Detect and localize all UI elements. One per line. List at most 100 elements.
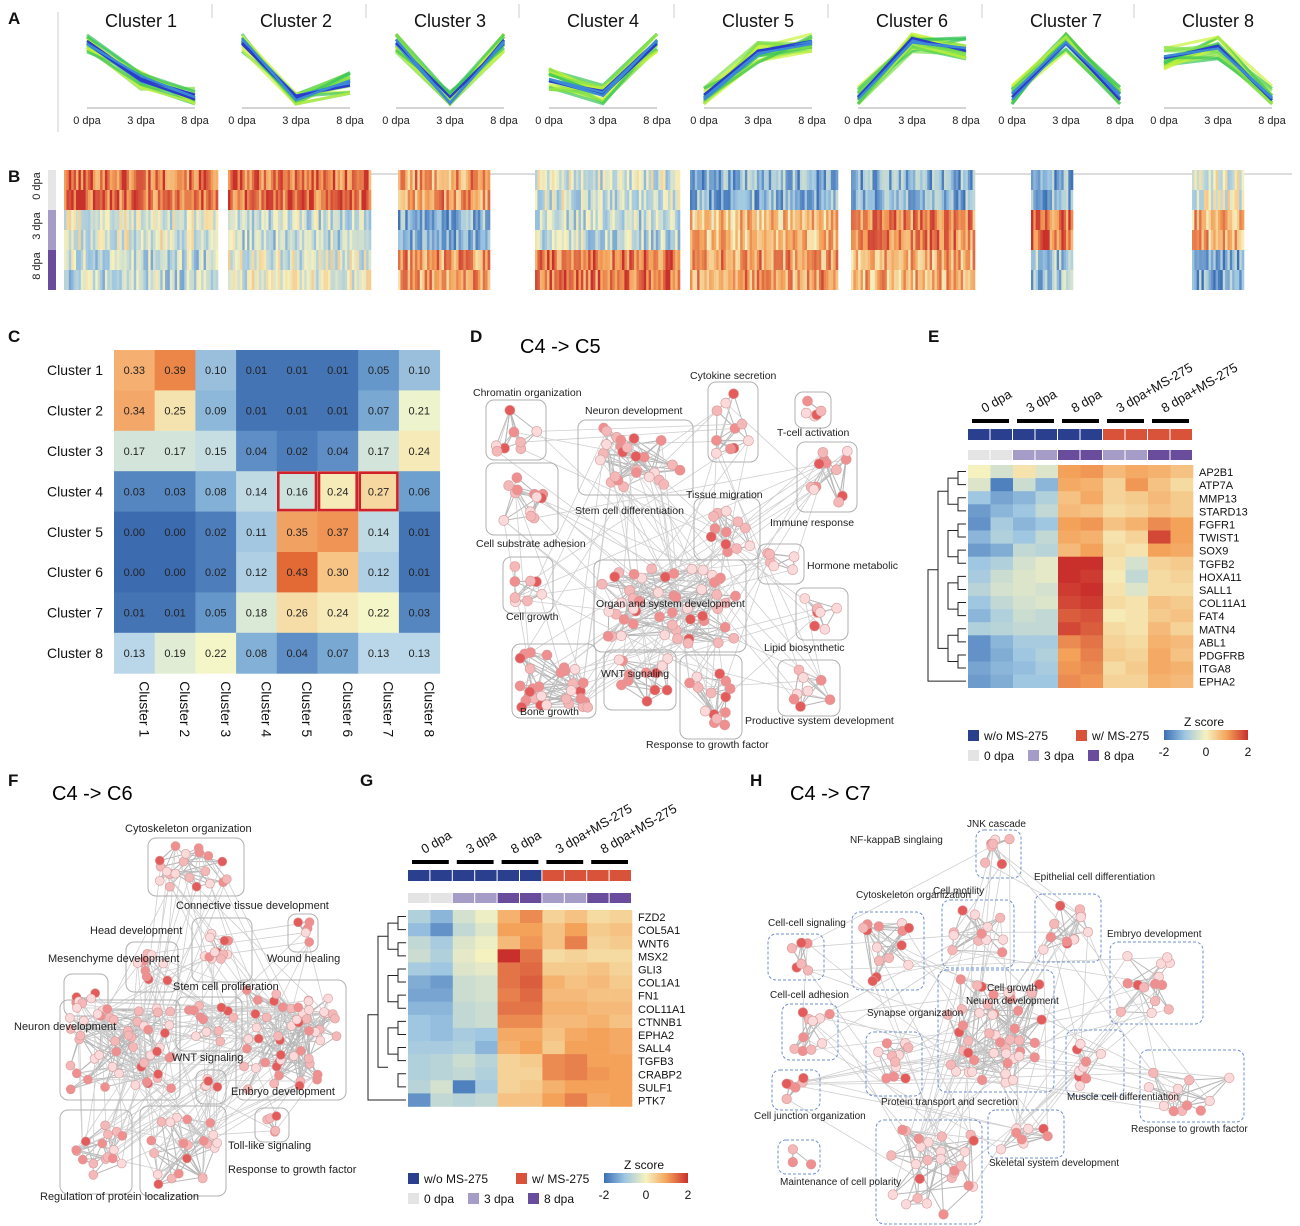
heatmap-cell (85, 170, 89, 190)
heatmap-cell (740, 230, 743, 250)
network-node (621, 442, 633, 453)
matrix-cell (317, 511, 359, 553)
heatmap-cell (482, 170, 486, 190)
heatmap-cell (244, 270, 248, 290)
heatmap-cell (602, 230, 606, 250)
heatmap-cell (609, 1080, 633, 1094)
network-node (239, 1061, 249, 1072)
heatmap-cell (430, 1080, 454, 1094)
heatmap-cell (186, 190, 190, 210)
heatmap-cell (349, 270, 353, 290)
gene-label: MMP13 (1199, 493, 1237, 505)
heatmap-cell (823, 270, 827, 290)
heatmap-cell (870, 250, 873, 270)
heatmap-cell (306, 230, 310, 250)
network-edge (169, 1121, 204, 1179)
heatmap-cell (697, 170, 700, 190)
heatmap-cell (946, 190, 950, 210)
heatmap-cell (587, 1054, 610, 1068)
heatmap-cell (783, 270, 786, 290)
heatmap-cell (709, 210, 712, 230)
heatmap-cell (160, 210, 163, 230)
heatmap-cell (968, 556, 991, 571)
heatmap-cell (344, 210, 348, 230)
heatmap-cell (335, 190, 338, 210)
legend-swatch-with (516, 1173, 527, 1184)
heatmap-cell (877, 210, 880, 230)
heatmap-cell (400, 230, 404, 250)
gene-label: COL5A1 (638, 925, 680, 937)
heatmap-cell (967, 210, 971, 230)
heatmap-cell (694, 190, 698, 210)
heatmap-cell (335, 270, 338, 290)
heatmap-cell (1148, 556, 1171, 571)
heatmap-cell (313, 250, 317, 270)
heatmap-cell (670, 190, 674, 210)
heatmap-cell (970, 230, 973, 250)
network-edge (584, 620, 705, 703)
network-node (601, 439, 612, 450)
network-node (615, 434, 627, 446)
heatmap-cell (412, 250, 416, 270)
heatmap-cell (735, 250, 739, 270)
heatmap-cell (816, 210, 820, 230)
heatmap-cell (1042, 270, 1046, 290)
heatmap-cell (754, 270, 758, 290)
heatmap-cell (697, 210, 700, 230)
heatmap-cell (323, 210, 327, 230)
matrix-cell (276, 471, 318, 513)
heatmap-cell (1038, 250, 1041, 270)
heatmap-cell (595, 250, 599, 270)
heatmap-cell (85, 270, 89, 290)
heatmap-cell (497, 923, 521, 937)
matrix-cell (154, 552, 196, 593)
treatment-cell (968, 429, 990, 440)
heatmap-cell (398, 270, 401, 290)
heatmap-cell (1035, 478, 1059, 492)
heatmap-cell (213, 170, 216, 190)
heatmap-cell (571, 190, 574, 210)
heatmap-cell (285, 270, 288, 290)
heatmap-cell (858, 250, 861, 270)
heatmap-cell (408, 1080, 431, 1094)
heatmap-cell (121, 170, 125, 190)
heatmap-cell (452, 1041, 476, 1055)
heatmap-cell (201, 250, 204, 270)
d-label-cytokine: Cytokine secretion (690, 370, 777, 382)
heatmap-cell (452, 1093, 476, 1107)
heatmap-cell (337, 210, 341, 230)
heatmap-cell (835, 190, 839, 210)
heatmap-cell (1148, 465, 1171, 479)
heatmap-cell (564, 975, 588, 989)
network-node (799, 593, 811, 604)
heatmap-cell (697, 190, 700, 210)
heatmap-cell (419, 230, 423, 250)
heatmap-cell (944, 170, 947, 190)
matrix-cell (236, 592, 278, 634)
heatmap-cell (1013, 648, 1036, 662)
heatmap-cell (564, 923, 588, 937)
heatmap-cell (205, 250, 209, 270)
heatmap-cell (554, 190, 558, 210)
heatmap-cell (960, 230, 964, 250)
heatmap-cell (405, 250, 408, 270)
heatmap-cell (1148, 569, 1171, 584)
heatmap-cell (441, 230, 445, 250)
f-label-cytoskeleton: Cytoskeleton organization (125, 823, 252, 835)
d-label-bone-growth: Bone growth (520, 706, 579, 718)
heatmap-cell (651, 270, 654, 290)
heatmap-cell (228, 170, 231, 190)
network-node (86, 993, 96, 1004)
heatmap-cell (1047, 230, 1050, 250)
matrix-cell (398, 592, 441, 634)
cluster-heatmap-block-7 (1031, 170, 1074, 290)
heatmap-cell (960, 210, 964, 230)
network-node (130, 1080, 141, 1090)
heatmap-cell (835, 230, 839, 250)
heatmap-cell (990, 569, 1014, 584)
network-node (575, 693, 587, 704)
heatmap-cell (419, 210, 423, 230)
heatmap-cell (1035, 270, 1039, 290)
heatmap-cell (92, 170, 96, 190)
heatmap-cell (1236, 190, 1240, 210)
